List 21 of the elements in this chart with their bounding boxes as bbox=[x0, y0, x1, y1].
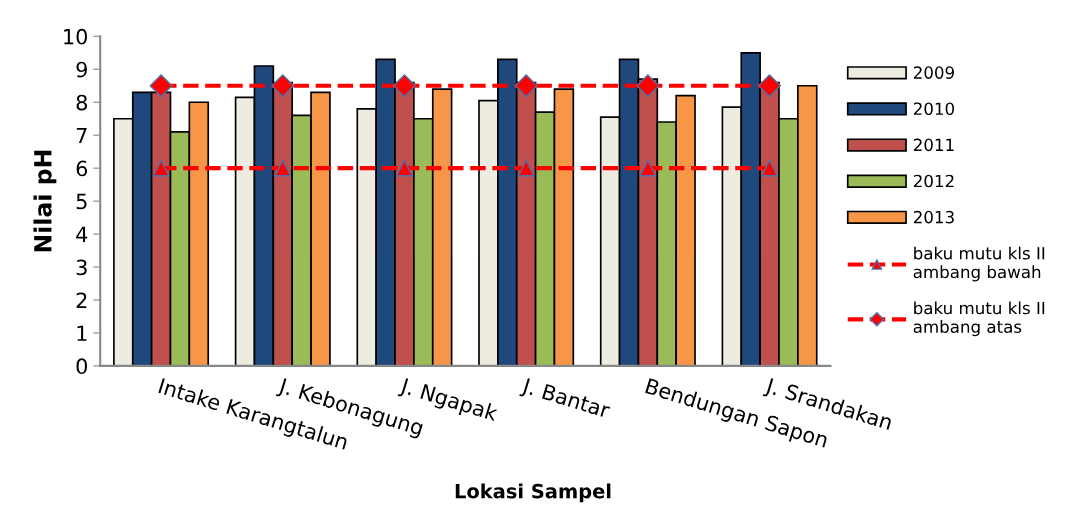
legend-label: 2009 bbox=[913, 66, 954, 79]
y-tick-label: 3 bbox=[76, 259, 87, 276]
x-tick-label: J. Bantar bbox=[519, 377, 612, 423]
y-tick-label: 10 bbox=[64, 28, 88, 45]
x-axis-title: Lokasi Sampel bbox=[455, 483, 611, 503]
y-tick-label: 4 bbox=[76, 226, 88, 242]
y-tick-label: 5 bbox=[76, 193, 87, 210]
legend-label: 2013 bbox=[913, 210, 954, 224]
y-axis-title: Nilai pH bbox=[33, 150, 57, 252]
y-tick-label: 7 bbox=[76, 127, 87, 144]
legend-label: 2011 bbox=[913, 138, 954, 152]
legend-label: baku mutu kls II ambang atas bbox=[913, 301, 1045, 337]
legend-label: baku mutu kls II ambang bawah bbox=[913, 246, 1045, 282]
legend-label: 2010 bbox=[913, 102, 955, 116]
legend-label: 2012 bbox=[913, 174, 954, 188]
y-tick-label: 6 bbox=[76, 160, 88, 177]
y-tick-label: 2 bbox=[76, 292, 87, 308]
y-tick-label: 8 bbox=[76, 94, 87, 111]
y-tick-label: 1 bbox=[77, 325, 87, 341]
y-tick-label: 0 bbox=[76, 358, 88, 375]
y-tick-label: 9 bbox=[76, 61, 87, 78]
